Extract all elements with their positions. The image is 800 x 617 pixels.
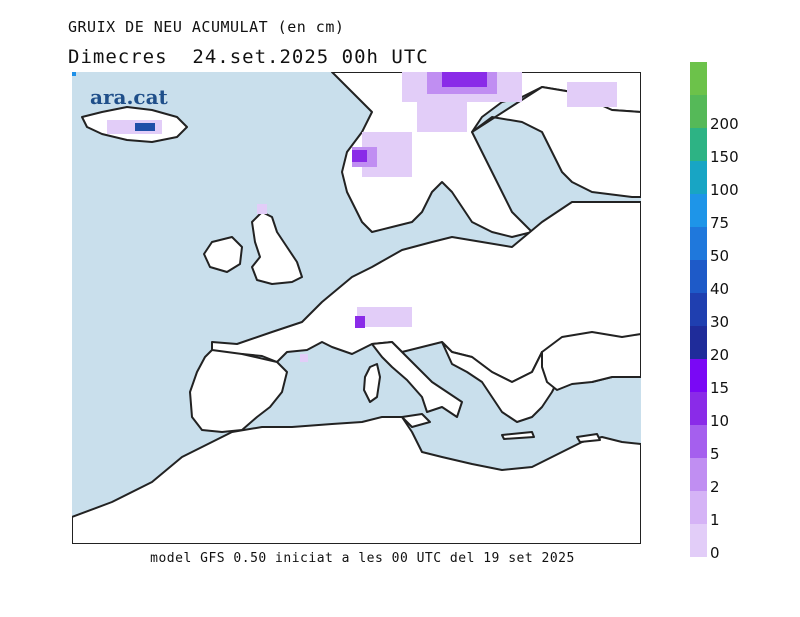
snow-depth-legend: 0 1 2 5 10 15 20 30 40 50 75 100 150 200 — [690, 62, 770, 562]
legend-swatch — [690, 326, 707, 359]
snow-depth-map — [72, 72, 641, 544]
legend-swatch — [690, 425, 707, 458]
corner-marker — [72, 72, 76, 76]
legend-label: 2 — [710, 478, 720, 496]
ara-cat-logo[interactable]: ara.cat — [90, 85, 168, 109]
legend-label: 30 — [710, 313, 730, 331]
legend-label: 50 — [710, 247, 730, 265]
legend-label: 10 — [710, 412, 730, 430]
legend-label: 40 — [710, 280, 730, 298]
land-balkans — [441, 341, 563, 423]
legend-swatch — [690, 227, 707, 260]
legend-swatch — [690, 260, 707, 293]
legend-label: 0 — [710, 544, 720, 562]
legend-label: 20 — [710, 346, 730, 364]
legend-swatch — [690, 293, 707, 326]
legend-label: 100 — [710, 181, 739, 199]
legend-swatch — [690, 392, 707, 425]
land-sicily — [401, 413, 431, 428]
legend-swatch — [690, 359, 707, 392]
legend-label: 15 — [710, 379, 730, 397]
legend-swatch — [690, 458, 707, 491]
model-run-caption: model GFS 0.50 iniciat a les 00 UTC del … — [150, 551, 575, 566]
legend-swatch — [690, 194, 707, 227]
snow-areas — [107, 72, 617, 362]
legend-label: 5 — [710, 445, 720, 463]
map-subtitle-date: Dimecres 24.set.2025 00h UTC — [68, 46, 429, 68]
land-ireland — [203, 236, 243, 273]
legend-swatch — [690, 161, 707, 194]
land-cyprus — [576, 433, 601, 443]
land-anatolia — [541, 331, 641, 391]
land-corsica-sardinia — [363, 363, 381, 403]
legend-swatch — [690, 491, 707, 524]
legend-label: 1 — [710, 511, 720, 529]
legend-swatch — [690, 62, 707, 95]
legend-swatch — [690, 95, 707, 128]
legend-label: 200 — [710, 115, 739, 133]
legend-label: 75 — [710, 214, 730, 232]
map-title: GRUIX DE NEU ACUMULAT (en cm) — [68, 18, 345, 36]
legend-label: 150 — [710, 148, 739, 166]
land-crete — [501, 431, 535, 440]
legend-swatch — [690, 524, 707, 557]
legend-swatch — [690, 128, 707, 161]
land-great-britain — [251, 211, 303, 285]
land-italy — [371, 341, 463, 418]
